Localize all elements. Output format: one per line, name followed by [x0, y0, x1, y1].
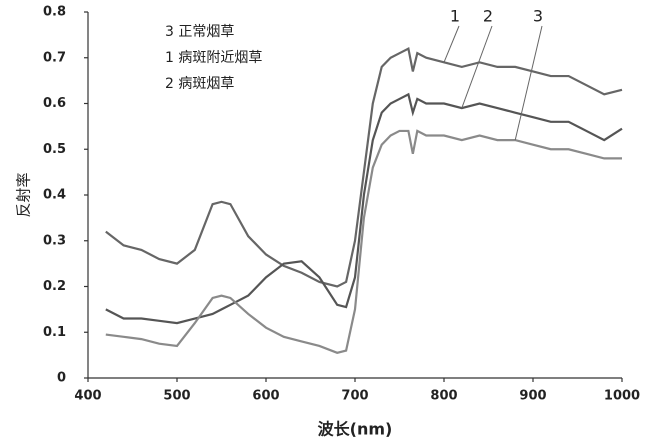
series-line — [105, 92, 623, 325]
y-tick-label: 0.5 — [43, 142, 66, 157]
x-tick-label: 800 — [430, 389, 457, 404]
legend-entry: 3 正常烟草 — [165, 24, 234, 40]
series-label: 3 — [533, 7, 543, 26]
x-tick-label: 400 — [74, 389, 101, 404]
legend-entry: 1 病斑附近烟草 — [165, 50, 262, 66]
y-tick-label: 0.4 — [43, 188, 66, 203]
y-tick-label: 0.7 — [43, 50, 66, 65]
x-tick-label: 900 — [519, 389, 546, 404]
leader-line — [461, 25, 493, 109]
series-label: 1 — [450, 7, 460, 26]
leader-line — [443, 25, 460, 63]
series-line — [105, 46, 623, 288]
y-tick-label: 0.2 — [43, 279, 66, 294]
x-tick-label: 700 — [341, 389, 368, 404]
y-tick-label: 0.1 — [43, 325, 66, 340]
y-tick-label: 0.8 — [43, 5, 66, 20]
series-label: 2 — [483, 7, 493, 26]
x-tick-label: 500 — [163, 389, 190, 404]
x-axis-label: 波长(nm) — [318, 420, 393, 439]
y-tick-label: 0.3 — [43, 233, 66, 248]
leader-line — [514, 25, 543, 141]
x-tick-label: 1000 — [604, 389, 640, 404]
y-tick-label: 0.6 — [43, 96, 66, 111]
x-tick-label: 600 — [252, 389, 279, 404]
y-axis-label: 反射率 — [15, 172, 33, 217]
legend-entry: 2 病斑烟草 — [165, 76, 234, 92]
y-tick-label: 0 — [57, 371, 66, 386]
